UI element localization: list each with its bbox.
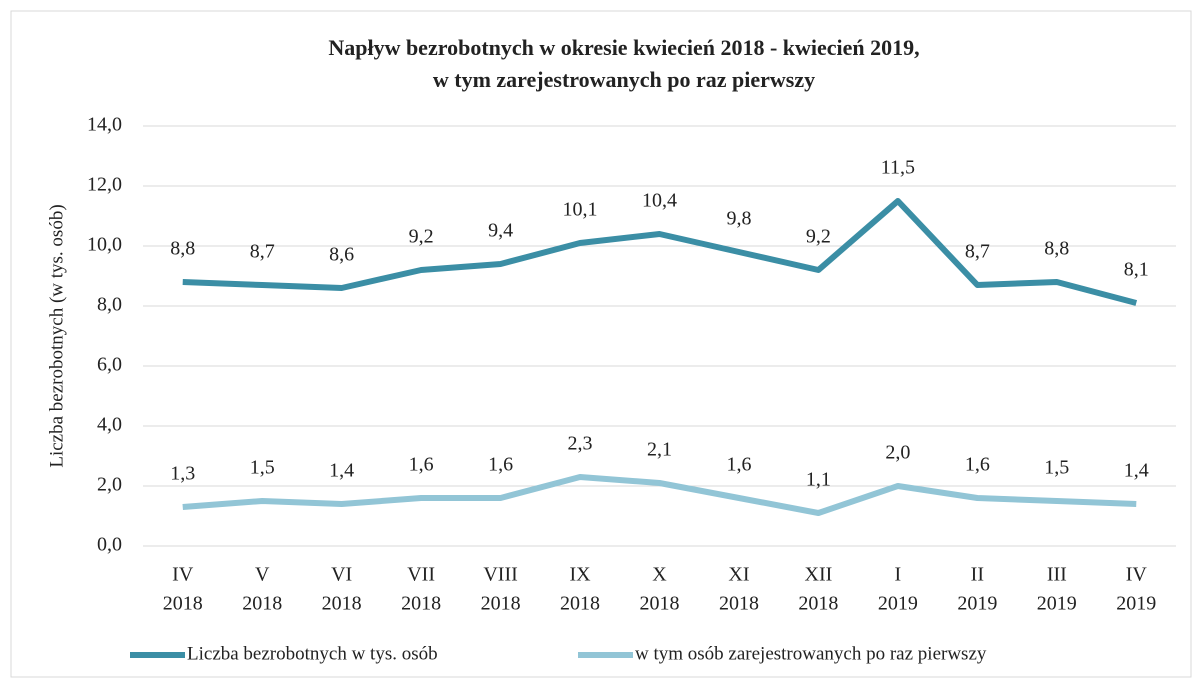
x-tick-label: IV <box>172 564 194 586</box>
data-label: 11,5 <box>881 157 915 179</box>
y-tick-label: 8,0 <box>97 294 122 316</box>
x-tick-label: 2018 <box>401 593 441 615</box>
x-tick-label: V <box>255 564 270 586</box>
data-label: 10,1 <box>563 199 598 221</box>
x-tick-label: 2019 <box>1037 593 1077 615</box>
x-tick-label: 2018 <box>798 593 838 615</box>
data-label: 2,1 <box>647 439 672 461</box>
x-tick-label: 2018 <box>719 593 759 615</box>
x-tick-label: VIII <box>483 564 517 586</box>
data-label: 8,1 <box>1124 259 1149 281</box>
chart-title: Napływ bezrobotnych w okresie kwiecień 2… <box>328 35 919 60</box>
x-tick-label: 2019 <box>1116 593 1156 615</box>
x-tick-label: VI <box>331 564 352 586</box>
x-tick-label: 2019 <box>878 593 918 615</box>
data-label: 1,6 <box>488 454 513 476</box>
data-label: 9,4 <box>488 220 513 242</box>
y-tick-label: 12,0 <box>87 174 122 196</box>
x-tick-label: III <box>1047 564 1067 586</box>
x-tick-label: 2018 <box>560 593 600 615</box>
data-label: 10,4 <box>642 190 677 212</box>
data-label: 1,3 <box>170 463 195 485</box>
y-tick-label: 14,0 <box>87 114 122 136</box>
y-tick-label: 4,0 <box>97 414 122 436</box>
x-tick-label: 2018 <box>242 593 282 615</box>
y-tick-label: 2,0 <box>97 474 122 496</box>
x-tick-label: 2018 <box>481 593 521 615</box>
data-label: 9,2 <box>806 226 831 248</box>
y-tick-label: 0,0 <box>97 534 122 556</box>
x-tick-label: 2018 <box>163 593 203 615</box>
y-axis-label: Liczba bezrobotnych (w tys. osób) <box>46 204 67 467</box>
x-tick-label: X <box>652 564 667 586</box>
x-tick-label: IV <box>1126 564 1148 586</box>
x-tick-label: I <box>895 564 902 586</box>
data-label: 1,1 <box>806 469 831 491</box>
chart-border <box>10 10 1192 678</box>
data-label: 1,5 <box>250 457 275 479</box>
y-tick-label: 6,0 <box>97 354 122 376</box>
data-label: 1,5 <box>1044 457 1069 479</box>
line-series <box>182 198 1138 306</box>
data-label: 9,8 <box>726 208 751 230</box>
data-label: 9,2 <box>409 226 434 248</box>
data-label: 8,8 <box>1044 238 1069 260</box>
data-label: 1,4 <box>1124 460 1149 482</box>
data-label: 1,6 <box>409 454 434 476</box>
data-label: 8,7 <box>250 241 275 263</box>
x-tick-label: 2019 <box>957 593 997 615</box>
data-label: 8,6 <box>329 244 354 266</box>
data-label: 8,7 <box>965 241 990 263</box>
data-label: 2,0 <box>885 442 910 464</box>
x-tick-label: VII <box>407 564 435 586</box>
data-label: 1,6 <box>965 454 990 476</box>
legend-label: Liczba bezrobotnych w tys. osób <box>187 643 438 664</box>
x-tick-label: IX <box>569 564 591 586</box>
data-label: 1,4 <box>329 460 354 482</box>
x-tick-label: 2018 <box>640 593 680 615</box>
x-tick-label: II <box>971 564 984 586</box>
data-label: 1,6 <box>726 454 751 476</box>
x-tick-label: XI <box>728 564 749 586</box>
chart-title: w tym zarejestrowanych po raz pierwszy <box>433 67 815 92</box>
data-label: 8,8 <box>170 238 195 260</box>
x-tick-label: 2018 <box>322 593 362 615</box>
y-tick-label: 10,0 <box>87 234 122 256</box>
x-tick-label: XII <box>805 564 833 586</box>
data-label: 2,3 <box>568 433 593 455</box>
legend-label: w tym osób zarejestrowanych po raz pierw… <box>635 643 987 664</box>
line-series <box>182 474 1137 516</box>
